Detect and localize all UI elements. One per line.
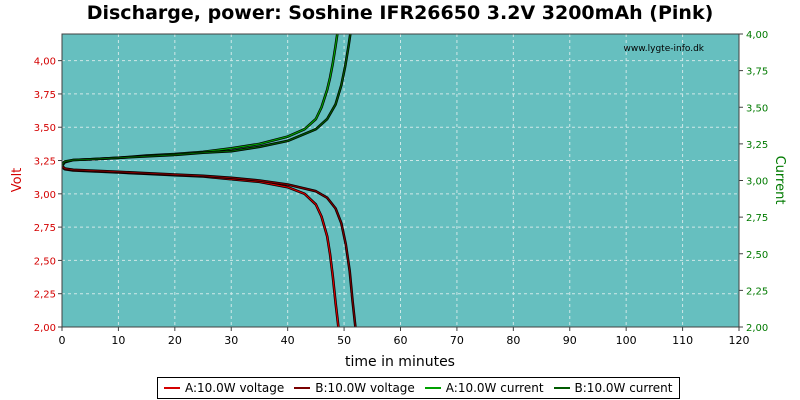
x-tick-label: 20 xyxy=(168,334,182,347)
y-tick-label: 4,00 xyxy=(34,57,56,68)
y2-tick-label: 3,50 xyxy=(746,103,768,114)
legend-label: B:10.0W voltage xyxy=(315,381,415,395)
x-tick-label: 100 xyxy=(616,334,637,347)
legend-item: A:10.0W current xyxy=(424,381,544,395)
series-line-2 xyxy=(62,165,356,327)
x-tick-label: 0 xyxy=(59,334,66,347)
y2-tick-label: 3,75 xyxy=(746,67,768,78)
y-axis-right: 2,00 2,25 2,50 2,75 3,00 3,25 3,50 3,75 4,00 xyxy=(739,30,768,334)
y2-axis-label: Current xyxy=(772,156,787,205)
legend-swatch xyxy=(294,387,311,389)
y-axis-label: Volt xyxy=(10,168,25,193)
legend: A:10.0W voltage B:10.0W voltage A:10.0W cu… xyxy=(157,377,680,399)
legend-swatch xyxy=(553,387,570,389)
x-tick-label: 10 xyxy=(111,334,125,347)
legend-item: B:10.0W voltage xyxy=(294,381,415,395)
y-tick-label: 3,25 xyxy=(34,157,56,168)
y-tick-label: 3,50 xyxy=(34,123,56,134)
x-tick-label: 60 xyxy=(394,334,408,347)
legend-label: A:10.0W voltage xyxy=(185,381,285,395)
x-tick-label: 50 xyxy=(337,334,351,347)
legend-swatch xyxy=(424,387,441,389)
watermark: www.lygte-info.dk xyxy=(624,44,705,54)
y-tick-label: 2,50 xyxy=(34,256,56,267)
x-tick-label: 70 xyxy=(450,334,464,347)
legend-label: A:10.0W current xyxy=(445,381,544,395)
y2-tick-label: 2,50 xyxy=(746,250,768,261)
legend-label: B:10.0W current xyxy=(574,381,673,395)
y2-tick-label: 2,25 xyxy=(746,286,768,297)
y-tick-label: 3,75 xyxy=(34,90,56,101)
x-tick-label: 120 xyxy=(729,334,750,347)
legend-item: B:10.0W current xyxy=(553,381,673,395)
y-tick-label: 2,25 xyxy=(34,290,56,301)
x-tick-label: 80 xyxy=(506,334,520,347)
y2-tick-label: 2,00 xyxy=(746,323,768,334)
x-tick-label: 90 xyxy=(563,334,577,347)
y-tick-label: 3,00 xyxy=(34,190,56,201)
y2-tick-label: 4,00 xyxy=(746,30,768,41)
y2-tick-label: 2,75 xyxy=(746,213,768,224)
y-tick-label: 2,00 xyxy=(34,323,56,334)
legend-item: A:10.0W voltage xyxy=(164,381,284,395)
legend-swatch xyxy=(164,387,180,389)
series-line-4 xyxy=(62,34,351,165)
x-tick-label: 30 xyxy=(224,334,238,347)
grid-lines xyxy=(62,34,739,327)
y-axis-left: 2,00 2,25 2,50 2,75 3,00 3,25 3,50 3,75 4,00 xyxy=(34,57,62,334)
series-layer xyxy=(62,34,357,327)
x-axis-label: time in minutes xyxy=(345,354,455,370)
x-axis: 0 10 20 30 40 50 60 70 80 90 100 110 120 xyxy=(59,327,750,347)
y2-tick-label: 3,00 xyxy=(746,177,768,188)
chart-title: Discharge, power: Soshine IFR26650 3.2V … xyxy=(86,2,714,24)
y2-tick-label: 3,25 xyxy=(746,140,768,151)
y-tick-label: 2,75 xyxy=(34,223,56,234)
x-tick-label: 110 xyxy=(672,334,693,347)
x-tick-label: 40 xyxy=(281,334,295,347)
